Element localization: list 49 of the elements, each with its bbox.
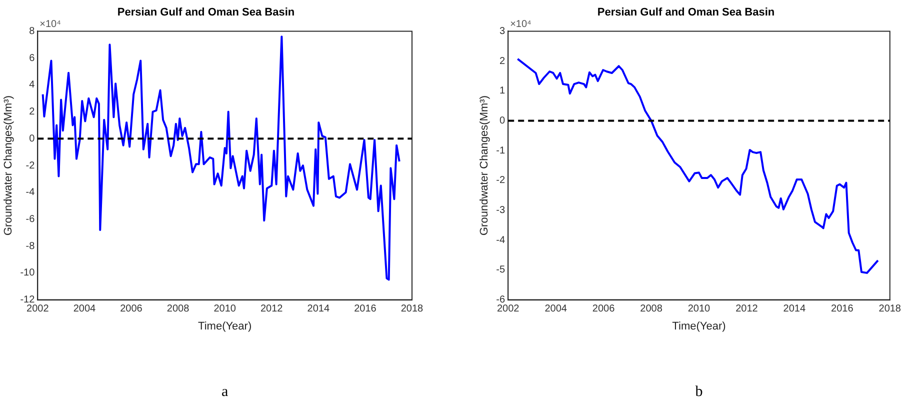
x-tick-label: 2014 [307,304,330,315]
x-tick-label: 2012 [260,304,284,315]
text: ×10⁴ [510,19,532,30]
y-tick-label: 0 [29,133,36,144]
x-axis-title: Time(Year) [198,320,252,332]
y-tick-label: -4 [26,187,36,198]
x-tick-label: 2002 [496,304,520,315]
chart-title: Persian Gulf and Oman Sea Basin [597,6,775,19]
x-tick-label: 2006 [592,304,616,315]
x-tick-label: 2016 [354,304,377,315]
text: b [695,384,703,400]
y-tick-label: -4 [496,234,506,246]
y-tick-label: 3 [500,26,506,37]
y-tick-label: -2 [26,160,36,172]
y-tick-label: -10 [20,268,36,279]
chart-title: Persian Gulf and Oman Sea Basin [117,6,295,19]
y-tick-label: -2 [496,175,506,186]
y-axis-title: Groundwater Changes(Mm³) [478,96,491,236]
y-tick-label: -12 [20,294,36,306]
y-tick-label: -1 [496,145,506,156]
x-tick-label: 2014 [783,304,806,315]
y-tick-label: 2 [500,56,506,67]
x-axis-title: Time(Year) [672,320,726,332]
y-tick-label: -8 [26,240,36,252]
y-tick-label: 8 [29,26,36,37]
y-tick-label: -5 [496,264,506,276]
x-tick-label: 2006 [120,304,143,315]
x-tick-label: 2004 [544,304,568,315]
y-tick-label: 0 [500,115,506,126]
x-tick-label: 2004 [73,304,96,315]
y-tick-label: -6 [496,294,506,306]
y-tick-label: 4 [29,80,36,91]
y-axis-title: Groundwater Changes(Mm³) [2,96,15,236]
x-tick-label: 2016 [831,304,854,315]
text: ×10⁴ [40,19,61,30]
x-tick-label: 2008 [166,304,190,315]
x-tick-label: 2010 [214,304,236,315]
y-tick-label: 2 [29,106,36,118]
x-tick-label: 2012 [736,304,758,315]
y-tick-label: 6 [29,52,36,64]
text: a [221,384,228,400]
x-tick-label: 2018 [878,304,902,315]
x-tick-label: 2008 [640,304,663,315]
y-tick-label: -6 [26,214,36,225]
x-tick-label: 2010 [688,304,711,315]
y-tick-label: -3 [496,205,506,216]
x-tick-label: 2018 [400,304,424,315]
y-tick-label: 1 [500,86,506,97]
x-tick-label: 2002 [26,304,50,315]
